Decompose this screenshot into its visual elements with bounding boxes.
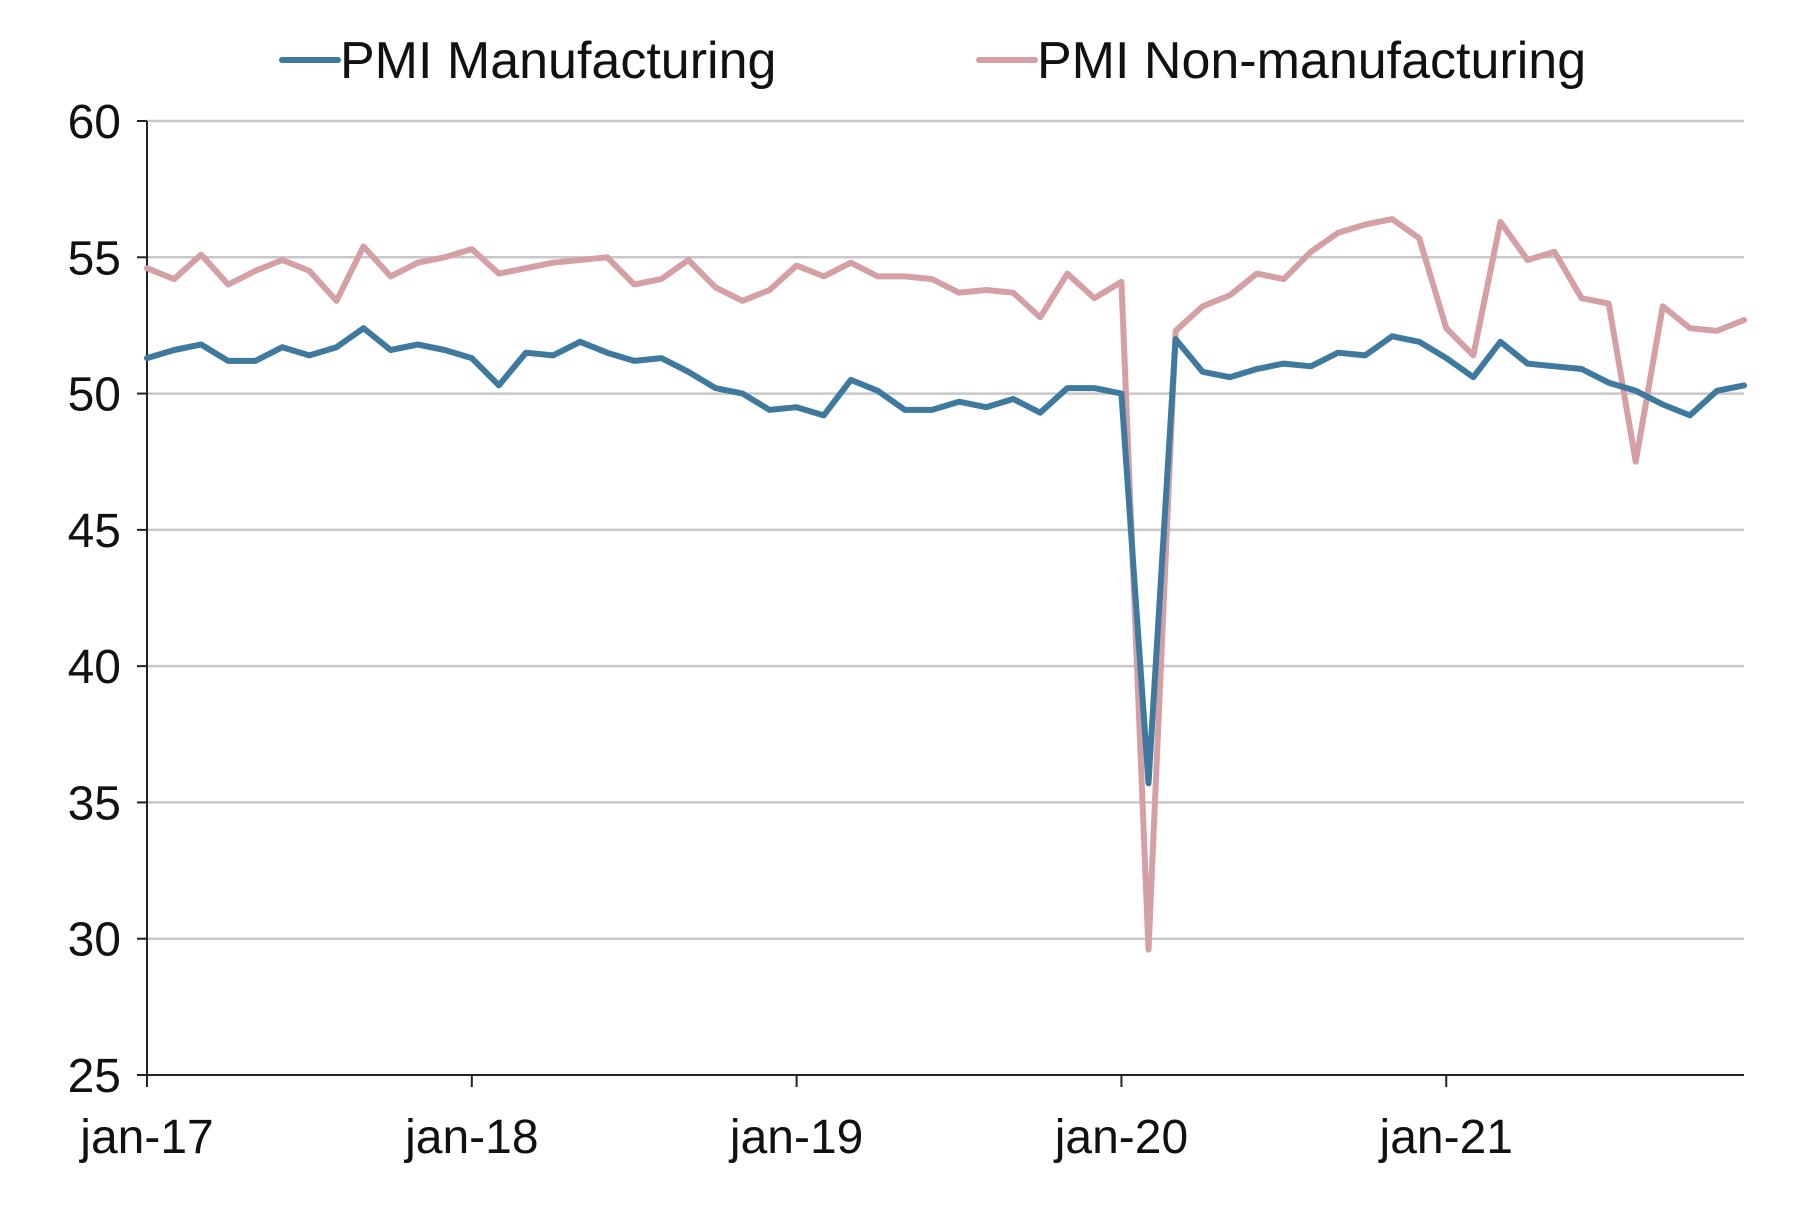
y-tick-label: 40	[68, 641, 121, 694]
y-tick-label: 25	[68, 1050, 121, 1103]
y-tick-label: 60	[68, 96, 121, 149]
legend-item-manufacturing[interactable]: PMI Manufacturing	[279, 32, 776, 90]
legend: PMI Manufacturing PMI Non-manufacturing	[279, 32, 1586, 90]
legend-item-non-manufacturing[interactable]: PMI Non-manufacturing	[976, 32, 1586, 90]
legend-label-non-manufacturing: PMI Non-manufacturing	[1037, 32, 1586, 90]
x-tick-label: jan-20	[1053, 1111, 1188, 1164]
x-tick-label: jan-17	[78, 1111, 213, 1164]
x-tick-label: jan-19	[728, 1111, 863, 1164]
series-line-non-manufacturing	[144, 216, 1747, 953]
x-tick-label: jan-18	[403, 1111, 538, 1164]
y-tick-label: 55	[68, 232, 121, 285]
x-axis-ticks: jan-17 jan-18 jan-19 jan-20 jan-21	[78, 1075, 1513, 1164]
y-tick-label: 35	[68, 777, 121, 830]
y-tick-label: 45	[68, 505, 121, 558]
series-line-manufacturing	[144, 325, 1747, 787]
y-axis-ticks: 25 30 35 40 45 50 55 60	[68, 96, 147, 1103]
series-lines	[144, 216, 1747, 953]
y-tick-label: 50	[68, 369, 121, 422]
gridlines	[147, 119, 1744, 940]
axes	[146, 121, 1744, 1076]
y-tick-label: 30	[68, 914, 121, 967]
x-tick-label: jan-21	[1378, 1111, 1513, 1164]
legend-label-manufacturing: PMI Manufacturing	[340, 32, 776, 90]
